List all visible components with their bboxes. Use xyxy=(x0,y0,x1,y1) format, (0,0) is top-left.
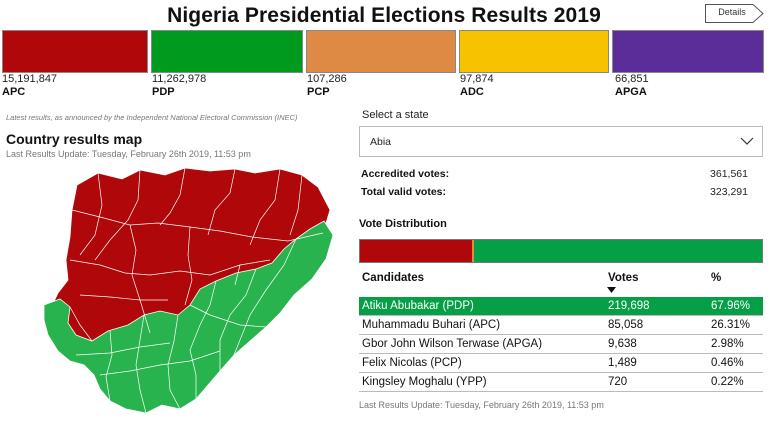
candidate-name: Felix Nicolas (PCP) xyxy=(362,357,462,369)
chevron-down-icon xyxy=(740,137,754,145)
party-bar-adc xyxy=(459,30,609,73)
details-button-label: Details xyxy=(718,7,746,17)
party-votes-apc: 15,191,847 xyxy=(2,73,58,85)
party-bar-pdp xyxy=(151,30,303,73)
page-title: Nigeria Presidential Elections Results 2… xyxy=(167,4,601,27)
vote-segment-pdp xyxy=(473,240,762,262)
candidate-percent: 0.46% xyxy=(711,357,744,369)
candidate-votes: 1,489 xyxy=(608,357,637,369)
party-votes-pcp: 107,286 xyxy=(307,73,347,85)
party-votes-adc: 97,874 xyxy=(460,73,494,85)
party-votes-pdp: 11,262,978 xyxy=(152,73,207,85)
vote-segment-apga xyxy=(471,240,474,262)
percent-header[interactable]: % xyxy=(711,272,722,284)
party-name-pdp: PDP xyxy=(152,86,175,98)
arrow-shape-icon xyxy=(705,4,764,23)
state-select[interactable]: Abia xyxy=(359,126,763,157)
bottom-update-time: Last Results Update: Tuesday, February 2… xyxy=(359,400,604,410)
map-update-time: Last Results Update: Tuesday, February 2… xyxy=(6,149,251,159)
party-votes-apga: 66,851 xyxy=(615,73,649,85)
valid-votes-value: 323,291 xyxy=(710,186,748,198)
candidate-votes: 85,058 xyxy=(608,319,644,331)
map-state-borders xyxy=(69,167,324,334)
party-name-pcp: PCP xyxy=(307,86,330,98)
candidate-percent: 2.98% xyxy=(711,338,744,350)
map-title: Country results map xyxy=(6,131,143,147)
party-bar-apga xyxy=(612,30,764,73)
vote-distribution-title: Vote Distribution xyxy=(359,218,447,230)
accredited-votes-label: Accredited votes: xyxy=(361,168,450,180)
inec-note: Latest results, as announced by the Inde… xyxy=(6,113,298,122)
party-name-apga: APGA xyxy=(615,86,647,98)
map-region-pdp[interactable] xyxy=(43,220,334,414)
candidate-votes: 219,698 xyxy=(608,300,650,312)
vote-distribution-bar xyxy=(359,239,763,263)
candidate-votes: 9,638 xyxy=(608,338,637,350)
table-row[interactable]: Atiku Abubakar (PDP) 219,698 67.96% xyxy=(359,297,763,316)
table-row[interactable]: Muhammadu Buhari (APC) 85,058 26.31% xyxy=(359,316,763,335)
vote-segment-apc xyxy=(360,240,472,262)
candidate-percent: 0.22% xyxy=(711,376,744,388)
state-select-value: Abia xyxy=(370,136,392,148)
candidate-name: Atiku Abubakar (PDP) xyxy=(362,300,474,312)
candidate-votes: 720 xyxy=(608,376,628,388)
party-name-apc: APC xyxy=(2,86,26,98)
valid-votes-label: Total valid votes: xyxy=(361,186,446,198)
sort-down-icon[interactable] xyxy=(607,287,616,293)
party-bar-apc xyxy=(2,30,148,73)
candidate-percent: 26.31% xyxy=(711,319,751,331)
party-bar-pcp xyxy=(306,30,456,73)
table-row[interactable]: Gbor John Wilson Terwase (APGA) 9,638 2.… xyxy=(359,335,763,354)
state-select-label: Select a state xyxy=(362,109,429,121)
candidate-name: Kingsley Moghalu (YPP) xyxy=(362,376,487,388)
table-row[interactable]: Felix Nicolas (PCP) 1,489 0.46% xyxy=(359,354,763,373)
party-name-adc: ADC xyxy=(460,86,484,98)
accredited-votes-value: 361,561 xyxy=(710,168,748,180)
nigeria-results-map[interactable] xyxy=(40,165,335,415)
table-row[interactable]: Kingsley Moghalu (YPP) 720 0.22% xyxy=(359,373,763,392)
details-button[interactable]: Details xyxy=(705,4,764,23)
map-southern-state-borders xyxy=(69,238,297,414)
candidate-name: Gbor John Wilson Terwase (APGA) xyxy=(362,338,543,350)
candidate-percent: 67.96% xyxy=(711,300,751,312)
votes-header[interactable]: Votes xyxy=(608,272,639,284)
candidate-name: Muhammadu Buhari (APC) xyxy=(362,319,501,331)
candidates-header[interactable]: Candidates xyxy=(362,272,424,284)
